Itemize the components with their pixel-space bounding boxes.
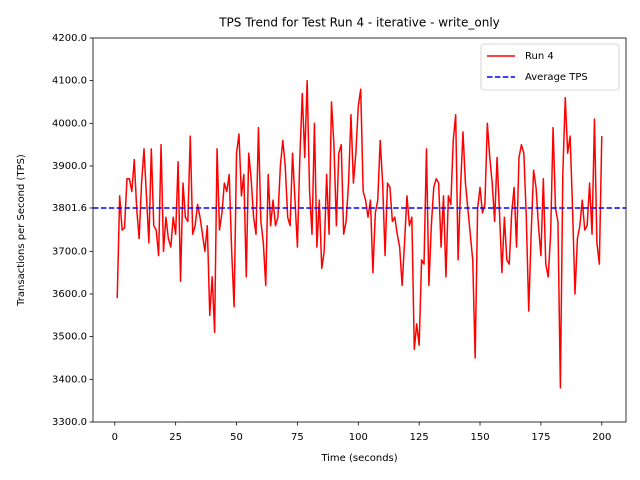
data-line bbox=[116, 79, 603, 389]
legend-label: Average TPS bbox=[525, 72, 588, 83]
x-tick-label: 100 bbox=[349, 432, 368, 443]
y-tick-label: 3900.0 bbox=[52, 161, 87, 172]
chart-title: TPS Trend for Test Run 4 - iterative - w… bbox=[218, 16, 500, 30]
x-axis-label: Time (seconds) bbox=[320, 453, 397, 464]
x-tick-label: 150 bbox=[470, 432, 489, 443]
x-tick-label: 125 bbox=[410, 432, 429, 443]
y-tick-label: 3600.0 bbox=[52, 289, 87, 300]
y-tick-label: 4200.0 bbox=[52, 33, 87, 44]
plot-frame bbox=[92, 37, 627, 423]
y-tick-label: 3500.0 bbox=[52, 332, 87, 343]
legend-box bbox=[480, 43, 620, 91]
y-axis-label: Transactions per Second (TPS) bbox=[16, 154, 27, 307]
x-tick-label: 25 bbox=[169, 432, 182, 443]
y-tick-label: 3700.0 bbox=[52, 246, 87, 257]
y-tick-label: 3400.0 bbox=[52, 374, 87, 385]
x-tick-label: 75 bbox=[291, 432, 304, 443]
y-tick-label: 4000.0 bbox=[52, 118, 87, 129]
x-tick-label: 175 bbox=[531, 432, 550, 443]
x-tick-label: 50 bbox=[230, 432, 243, 443]
legend-label: Run 4 bbox=[525, 51, 554, 62]
y-tick-label: 3300.0 bbox=[52, 417, 87, 428]
x-tick-label: 200 bbox=[592, 432, 611, 443]
x-tick-label: 0 bbox=[112, 432, 118, 443]
y-tick-label: 4100.0 bbox=[52, 76, 87, 87]
y-tick-label: 3801.6 bbox=[52, 203, 87, 214]
